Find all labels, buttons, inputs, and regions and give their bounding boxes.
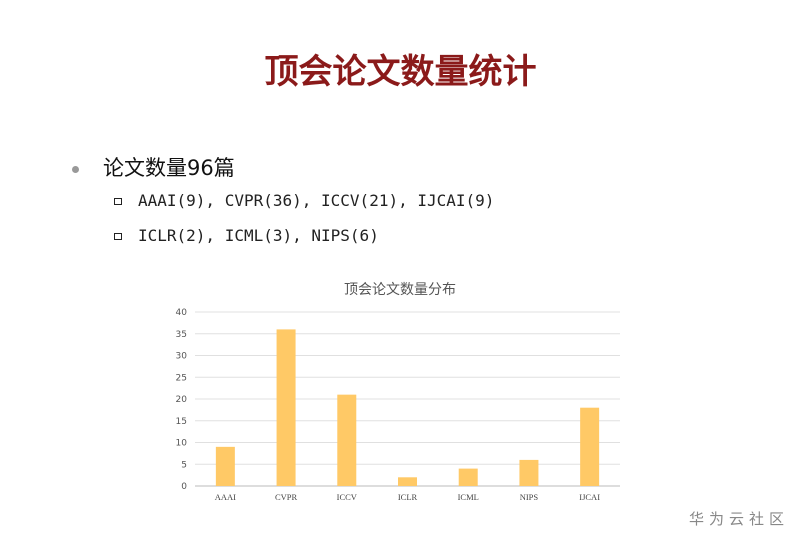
bar-icml: [458, 468, 478, 486]
x-tick-label: ICCV: [337, 492, 358, 502]
sub-item-text: ICLR(2), ICML(3), NIPS(6): [138, 226, 379, 245]
sub-item-text: AAAI(9), CVPR(36), ICCV(21), IJCAI(9): [138, 191, 495, 210]
bullet-text: 论文数量96篇: [103, 156, 235, 180]
square-bullet-icon: [114, 233, 122, 240]
y-tick-label: 20: [176, 395, 188, 405]
sub-item-1: AAAI(9), CVPR(36), ICCV(21), IJCAI(9): [114, 191, 494, 210]
x-tick-label: ICML: [458, 492, 479, 502]
bullet-dot-icon: [72, 165, 79, 173]
bullet-paper-count: 论文数量96篇: [72, 152, 235, 182]
bar-nips: [519, 459, 539, 486]
x-tick-label: AAAI: [215, 492, 236, 502]
y-tick-label: 15: [176, 417, 187, 427]
y-tick-label: 10: [176, 439, 188, 449]
y-tick-label: 5: [181, 460, 187, 470]
bar-cvpr: [276, 329, 296, 486]
bar-ijcai: [580, 407, 600, 486]
sub-item-2: ICLR(2), ICML(3), NIPS(6): [114, 226, 379, 245]
y-tick-label: 30: [176, 352, 188, 362]
y-tick-label: 40: [176, 308, 188, 318]
x-tick-label: ICLR: [398, 492, 418, 502]
square-bullet-icon: [114, 198, 122, 205]
bar-aaai: [215, 446, 235, 486]
y-tick-label: 0: [181, 482, 187, 492]
x-tick-label: NIPS: [520, 492, 539, 502]
bar-iclr: [398, 477, 417, 486]
bar-iccv: [337, 394, 357, 486]
y-tick-label: 35: [176, 330, 187, 340]
y-tick-label: 25: [176, 373, 187, 383]
slide-title: 顶会论文数量统计: [264, 52, 537, 92]
x-tick-label: IJCAI: [579, 492, 600, 502]
chart-title: 顶会论文数量分布: [344, 282, 456, 298]
watermark: 华为云社区: [688, 510, 789, 528]
x-tick-label: CVPR: [275, 492, 298, 502]
